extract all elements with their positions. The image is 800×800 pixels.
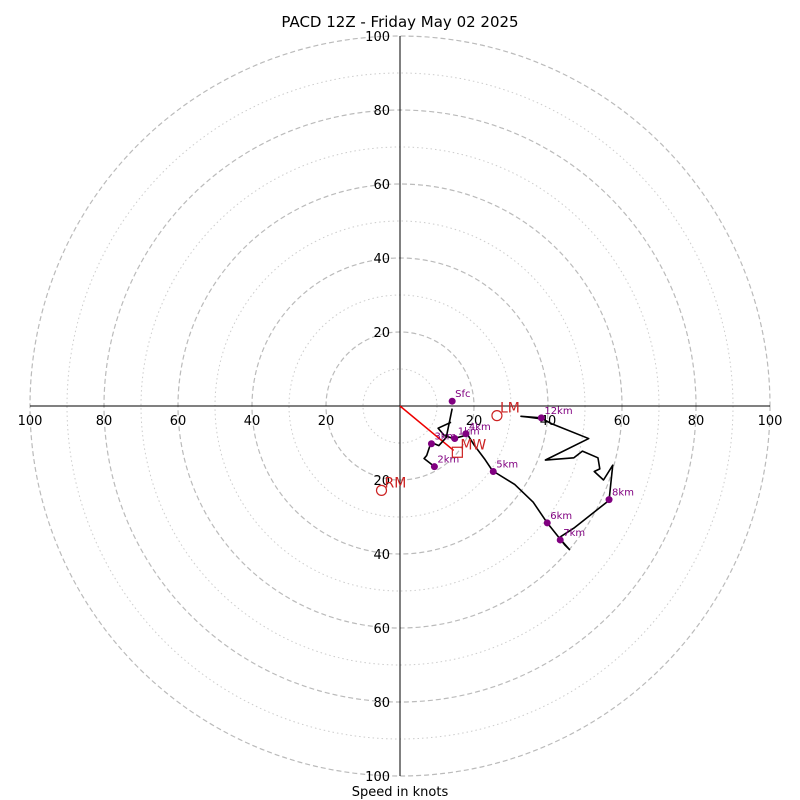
hodograph-line-upper — [437, 415, 614, 551]
x-tick-label: 20 — [466, 414, 483, 429]
x-axis-label: Speed in knots — [352, 785, 449, 800]
x-tick-label: 100 — [758, 414, 783, 429]
y-tick-label: 80 — [373, 104, 390, 119]
y-tick-label: 60 — [373, 178, 390, 193]
y-tick-label: 80 — [373, 696, 390, 711]
y-tick-label: 20 — [373, 326, 390, 341]
height-markers: Sfc1km2km3km4km5km6km7km8km12km — [427, 389, 634, 544]
storm-motion-markers: RM LM MW — [375, 401, 520, 496]
tick-labels: 100 80 60 40 20 20 40 60 80 100100806040202040608… — [18, 30, 783, 785]
y-tick-label: 60 — [373, 622, 390, 637]
height-marker-label: 7km — [563, 528, 585, 539]
height-marker-point — [605, 496, 613, 504]
height-marker-point — [462, 430, 470, 438]
y-tick-label: 40 — [373, 252, 390, 267]
shear-vector-line — [399, 405, 455, 451]
x-tick-label: 100 — [18, 414, 43, 429]
x-tick-label: 80 — [688, 414, 705, 429]
height-marker-label: 12km — [544, 406, 572, 417]
height-marker-point — [556, 536, 564, 544]
x-tick-label: 60 — [170, 414, 187, 429]
x-tick-label: 40 — [244, 414, 261, 429]
storm-motion-label: RM — [385, 475, 407, 491]
height-marker-point — [537, 414, 545, 422]
height-marker-label: 3km — [434, 432, 456, 443]
shear-vector — [399, 405, 455, 451]
height-marker-point — [430, 463, 438, 471]
height-marker-label: 4km — [469, 422, 491, 433]
height-marker-point — [451, 435, 459, 443]
chart-title: PACD 12Z - Friday May 02 2025 — [281, 13, 518, 31]
y-tick-label: 20 — [373, 474, 390, 489]
height-marker-label: 6km — [550, 511, 572, 522]
height-marker-label: 2km — [437, 455, 459, 466]
storm-motion-circle — [491, 410, 503, 422]
storm-motion-square — [451, 446, 463, 458]
x-tick-label: 80 — [96, 414, 113, 429]
y-tick-label: 100 — [365, 30, 390, 45]
height-marker-label: Sfc — [455, 389, 470, 400]
height-marker-point — [543, 519, 551, 527]
y-tick-label: 100 — [365, 770, 390, 785]
storm-motion-label: LM — [500, 401, 520, 417]
x-tick-label: 60 — [614, 414, 631, 429]
height-marker-label: 5km — [496, 459, 518, 470]
height-marker-point — [489, 467, 497, 475]
height-marker-label: 8km — [612, 488, 634, 499]
height-marker-point — [427, 440, 435, 448]
storm-motion-label: MW — [460, 437, 486, 453]
y-tick-label: 40 — [373, 548, 390, 563]
storm-motion-circle — [375, 484, 388, 496]
height-marker-point — [448, 397, 456, 405]
x-tick-label: 20 — [318, 414, 335, 429]
